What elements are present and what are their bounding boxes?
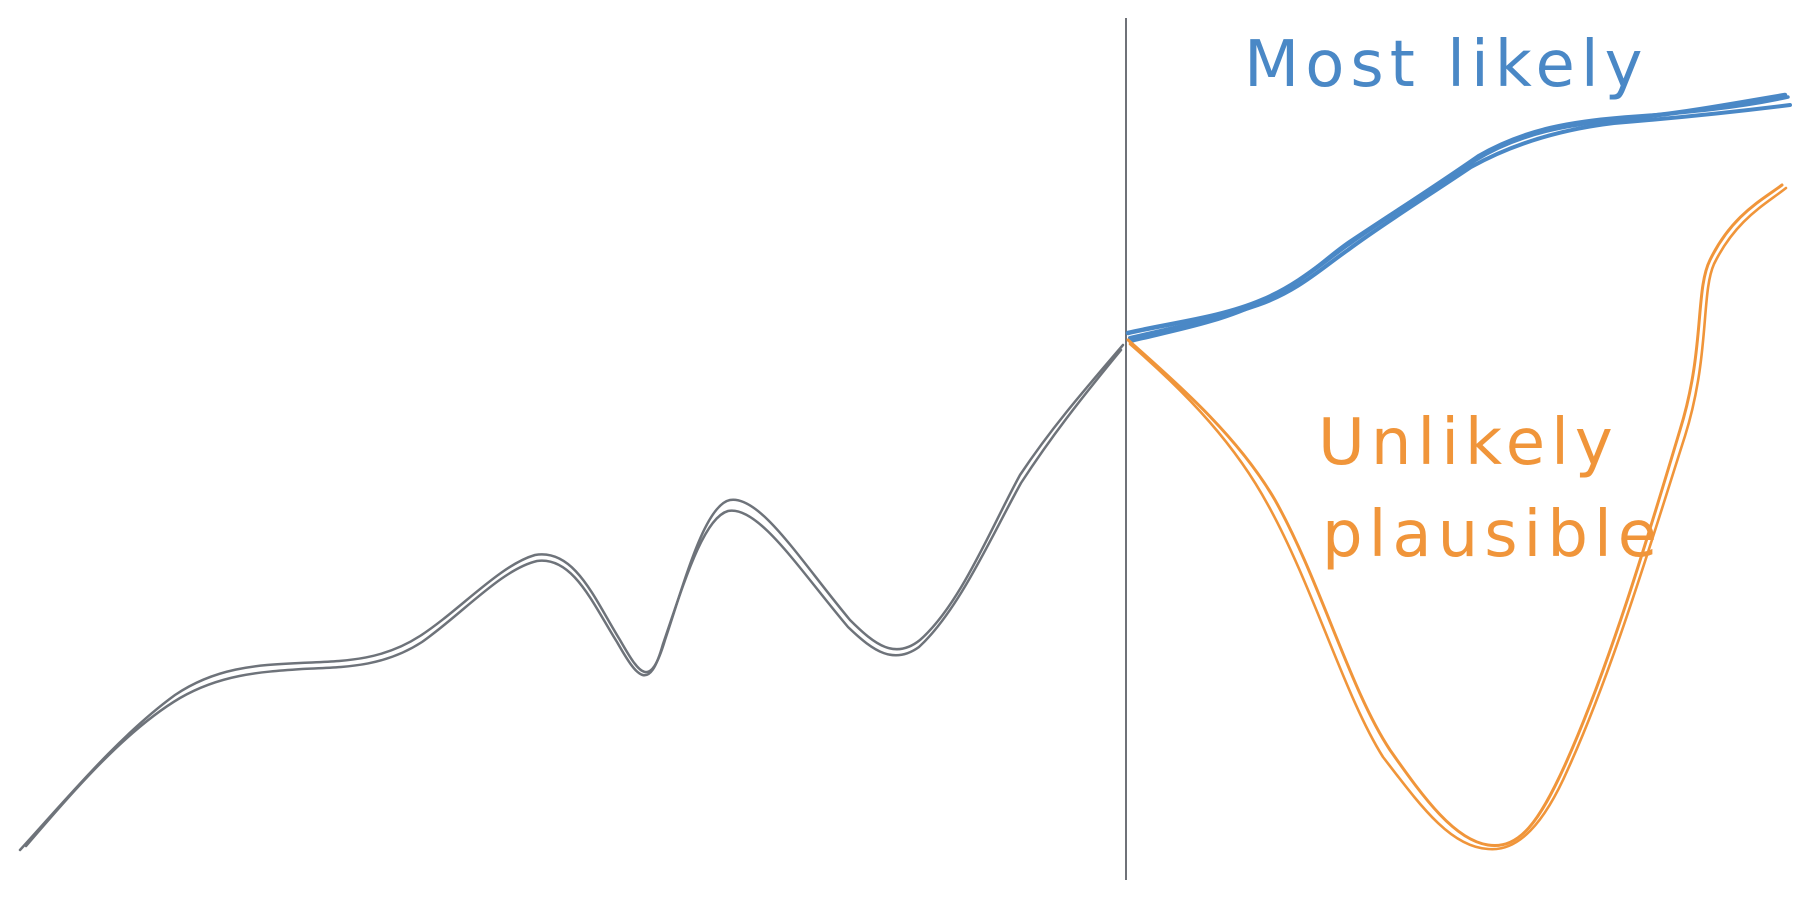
most-likely-line-3 bbox=[1130, 95, 1790, 343]
unlikely-series bbox=[1126, 183, 1788, 851]
unlikely-line-2 bbox=[1128, 186, 1788, 851]
unlikely-label-line1: Unlikely bbox=[1318, 406, 1619, 480]
most-likely-label: Most likely bbox=[1244, 28, 1649, 102]
most-likely-line-1 bbox=[1125, 92, 1788, 336]
history-line-sketch bbox=[24, 348, 1123, 848]
most-likely-line-2 bbox=[1128, 103, 1792, 340]
history-line bbox=[18, 343, 1125, 852]
history-series bbox=[18, 343, 1125, 852]
most-likely-series bbox=[1125, 92, 1792, 343]
unlikely-line-1 bbox=[1126, 183, 1784, 848]
unlikely-label-line2: plausible bbox=[1322, 498, 1663, 572]
